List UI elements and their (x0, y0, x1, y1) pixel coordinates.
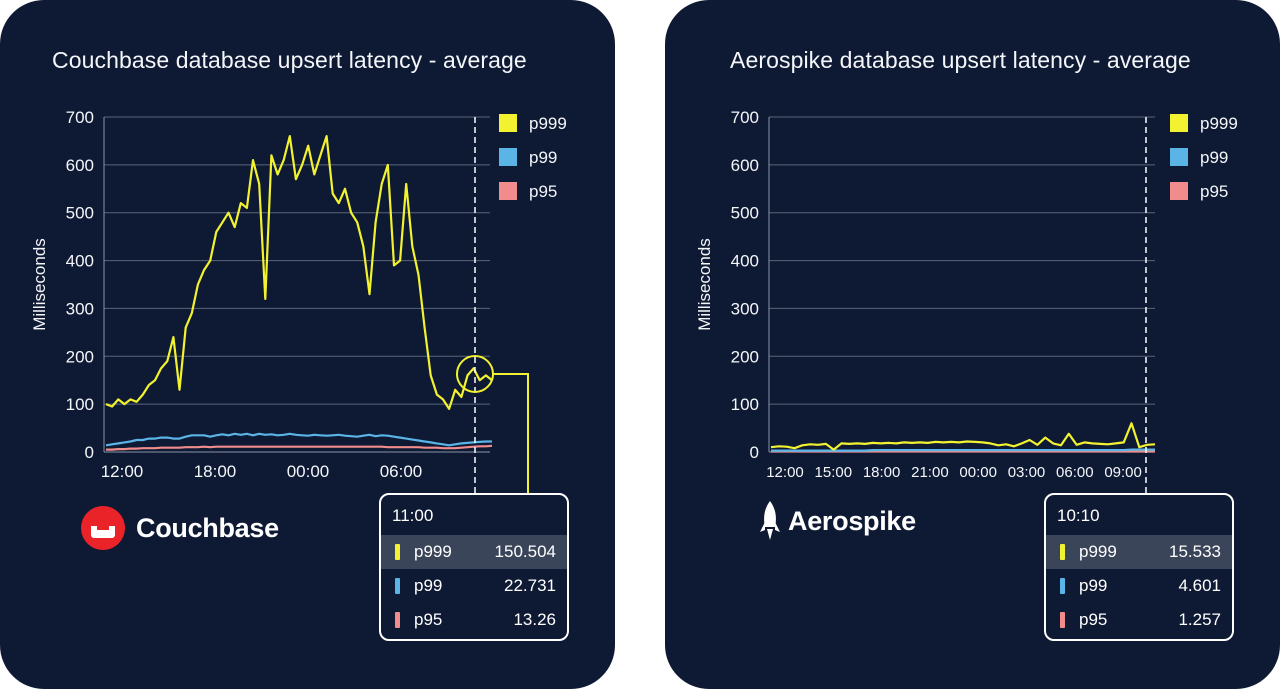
legend-swatch-p99 (499, 148, 517, 166)
p95-swatch (395, 612, 400, 628)
rocket-icon (760, 501, 780, 540)
tooltip-row-p99: p99 22.731 (381, 569, 567, 603)
couchbase-logo-icon (81, 506, 125, 550)
tooltip-series-value: 150.504 (494, 542, 556, 561)
series-line-p999 (770, 422, 1156, 451)
tooltip-series-value: 4.601 (1178, 576, 1221, 595)
y-tick-label: 500 (66, 204, 94, 223)
tooltip-row-p95: p95 1.257 (1046, 603, 1232, 637)
tooltip-series-name: p95 (414, 610, 443, 629)
y-tick-label: 400 (66, 252, 94, 271)
tooltip-row-p999: p999 15.533 (1046, 535, 1232, 569)
legend-label: p99 (529, 148, 557, 167)
tooltip-row-p999: p999 150.504 (381, 535, 567, 569)
x-tick-label: 18:00 (194, 462, 237, 481)
series-line-p99 (771, 448, 1155, 452)
tooltip-series-value: 13.26 (513, 610, 556, 629)
couchbase-latency-chart: 0 100 200 300 400 500 600 700 Milliseconds 12:00 1… (30, 108, 567, 493)
y-tick-label: 700 (66, 108, 94, 127)
hover-tooltip: 10:10 p999 15.533 p99 4.601 p95 1.257 (1044, 493, 1234, 641)
p999-swatch (1060, 544, 1065, 560)
tooltip-series-value: 22.731 (504, 576, 556, 595)
legend-swatch-p999 (499, 114, 517, 132)
series-line-p999 (105, 135, 493, 410)
chart-title: Aerospike database upsert latency - aver… (730, 47, 1191, 73)
couchbase-panel: Couchbase database upsert latency - aver… (0, 0, 615, 689)
y-tick-label: 100 (66, 395, 94, 414)
couchbase-logo-text: Couchbase (136, 512, 279, 543)
legend-label: p999 (1200, 114, 1238, 133)
y-tick-label: 500 (731, 204, 759, 223)
x-tick-label: 06:00 (380, 462, 423, 481)
x-tick-label: 09:00 (1104, 464, 1142, 481)
tooltip-time: 10:10 (1057, 506, 1100, 525)
aerospike-panel: Aerospike database upsert latency - aver… (665, 0, 1280, 689)
tooltip-series-value: 1.257 (1178, 610, 1221, 629)
chart-title: Couchbase database upsert latency - aver… (52, 47, 527, 73)
series-line-p99 (105, 432, 492, 447)
y-tick-label: 100 (731, 395, 759, 414)
y-axis-title: Milliseconds (695, 238, 714, 331)
tooltip-series-value: 15.533 (1169, 542, 1221, 561)
aerospike-logo: Aerospike (758, 500, 916, 542)
tooltip-series-name: p999 (1079, 542, 1117, 561)
tooltip-series-name: p95 (1079, 610, 1108, 629)
legend-swatch-p999 (1170, 114, 1188, 132)
y-tick-label: 300 (731, 299, 759, 318)
highlight-connector (493, 373, 529, 493)
couchbase-logo: Couchbase (80, 505, 279, 551)
legend-label: p999 (529, 114, 567, 133)
tooltip-row-p99: p99 4.601 (1046, 569, 1232, 603)
y-tick-label: 200 (731, 347, 759, 366)
y-tick-label: 600 (731, 156, 759, 175)
y-tick-label: 600 (66, 156, 94, 175)
x-tick-label: 21:00 (911, 464, 949, 481)
legend-label: p95 (529, 182, 557, 201)
legend-swatch-p99 (1170, 148, 1188, 166)
p95-swatch (1060, 612, 1065, 628)
legend-swatch-p95 (499, 182, 517, 200)
tooltip-series-name: p99 (414, 576, 443, 595)
p999-swatch (395, 544, 400, 560)
x-tick-label: 12:00 (101, 462, 144, 481)
y-tick-label: 0 (750, 443, 759, 462)
tooltip-series-name: p99 (1079, 576, 1108, 595)
y-axis-title: Milliseconds (30, 238, 49, 331)
x-tick-label: 03:00 (1008, 464, 1046, 481)
aerospike-latency-chart: 0 100 200 300 400 500 600 700 Milliseconds 12:00 1… (695, 108, 1238, 493)
p99-swatch (395, 578, 400, 594)
series-line-p95 (106, 444, 493, 451)
y-tick-label: 0 (85, 443, 94, 462)
tooltip-series-name: p999 (414, 542, 452, 561)
tooltip-time: 11:00 (392, 506, 434, 525)
y-tick-label: 300 (66, 299, 94, 318)
x-tick-label: 12:00 (766, 464, 804, 481)
y-tick-label: 400 (731, 252, 759, 271)
x-tick-label: 00:00 (959, 464, 997, 481)
legend-label: p99 (1200, 148, 1228, 167)
p99-swatch (1060, 578, 1065, 594)
x-tick-label: 18:00 (863, 464, 901, 481)
x-tick-label: 15:00 (815, 464, 853, 481)
aerospike-logo-text: Aerospike (788, 505, 916, 536)
legend-swatch-p95 (1170, 182, 1188, 200)
x-tick-label: 06:00 (1056, 464, 1094, 481)
hover-tooltip: 11:00 p999 150.504 p99 22.731 p95 13.26 (379, 493, 569, 641)
x-tick-label: 00:00 (287, 462, 330, 481)
y-tick-label: 200 (66, 347, 94, 366)
tooltip-row-p95: p95 13.26 (381, 603, 567, 637)
legend-label: p95 (1200, 182, 1228, 201)
y-tick-label: 700 (731, 108, 759, 127)
